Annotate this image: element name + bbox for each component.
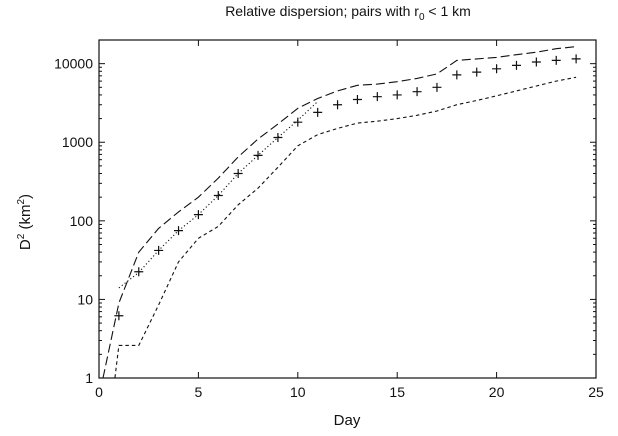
y-axis-label: D2 (km2) — [16, 194, 34, 250]
y-tick-label: 10 — [77, 291, 93, 307]
chart-title: Relative dispersion; pairs with r0 < 1 k… — [225, 3, 471, 23]
data-point-plus — [372, 92, 382, 102]
data-point-plus — [352, 94, 362, 104]
series-group — [102, 46, 581, 378]
y-tick-label: 1000 — [62, 134, 93, 150]
data-point-plus — [511, 60, 521, 70]
axis-ticks: 0 5 10 15 20 25 1 10 100 1000 10000 — [54, 39, 604, 400]
y-axis-label-sup1: 2 — [16, 233, 27, 239]
y-axis-label-mid: (km — [17, 204, 34, 233]
y-axis-label-sup2: 2 — [16, 198, 27, 204]
x-axis-label: Day — [334, 412, 361, 429]
y-axis-label-end: ) — [17, 194, 34, 199]
data-point-plus — [492, 64, 502, 74]
x-tick-label: 20 — [489, 384, 505, 400]
y-tick-label: 10000 — [54, 56, 93, 72]
data-point-plus — [333, 100, 343, 110]
x-tick-label: 15 — [389, 384, 405, 400]
x-tick-label: 0 — [95, 384, 103, 400]
plot-frame — [98, 39, 597, 379]
chart-title-tail: < 1 km — [425, 3, 471, 19]
data-point-plus — [253, 150, 263, 160]
data-point-plus — [313, 107, 323, 117]
data-point-plus — [213, 191, 223, 201]
data-point-plus — [531, 57, 541, 67]
data-point-plus — [432, 82, 442, 92]
data-point-plus — [412, 87, 422, 97]
data-point-plus — [273, 132, 283, 142]
data-point-plus — [472, 67, 482, 77]
chart-title-main: Relative dispersion; pairs with r — [225, 3, 419, 19]
series-line-dashed-long — [102, 46, 577, 378]
x-tick-label: 25 — [588, 384, 604, 400]
data-point-plus — [392, 90, 402, 100]
data-point-plus — [114, 311, 124, 321]
x-tick-label: 5 — [195, 384, 203, 400]
data-point-plus — [571, 54, 581, 64]
y-tick-label: 100 — [70, 213, 94, 229]
data-point-plus — [551, 55, 561, 65]
series-line-dashed-short — [114, 76, 577, 378]
y-tick-label: 1 — [85, 370, 93, 386]
plot-area — [102, 46, 581, 378]
data-point-plus — [293, 117, 303, 127]
data-point-plus — [452, 70, 462, 80]
x-tick-label: 10 — [290, 384, 306, 400]
chart-title-subscript: 0 — [419, 12, 425, 23]
y-axis-label-main: D — [17, 239, 34, 250]
